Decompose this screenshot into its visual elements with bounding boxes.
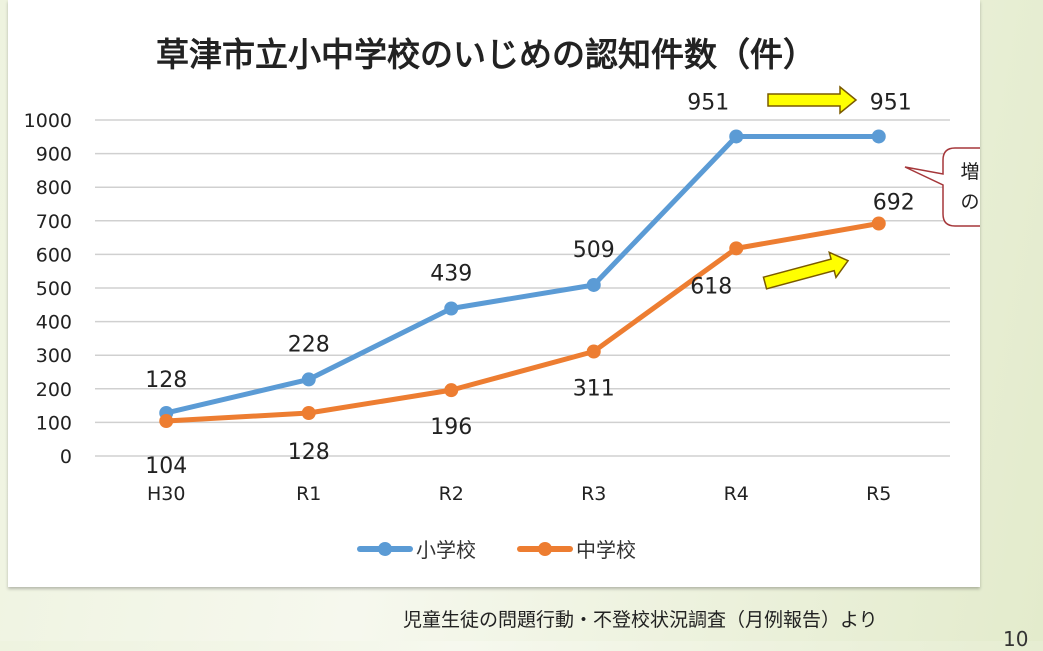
x-tick-label: H30 bbox=[147, 483, 185, 505]
y-tick-label: 700 bbox=[36, 211, 72, 233]
data-point bbox=[159, 414, 174, 429]
arrow-icon bbox=[762, 250, 850, 290]
chart-title: 草津市立小中学校のいじめの認知件数（件） bbox=[156, 35, 816, 74]
callout-bubble bbox=[904, 147, 980, 227]
data-label: 128 bbox=[145, 368, 187, 393]
data-point bbox=[871, 129, 886, 144]
data-label: 128 bbox=[288, 440, 330, 465]
y-tick-label: 600 bbox=[36, 244, 72, 266]
data-point bbox=[586, 277, 601, 292]
data-label: 509 bbox=[573, 238, 615, 263]
chart-card: 草津市立小中学校のいじめの認知件数（件） 0 100 200 300 400 500 600 7… bbox=[8, 0, 980, 587]
y-tick-label: 800 bbox=[36, 177, 72, 199]
y-tick-label: 900 bbox=[36, 144, 72, 166]
data-label: 228 bbox=[288, 332, 330, 357]
data-point bbox=[586, 344, 601, 359]
data-label: 104 bbox=[145, 454, 187, 479]
y-tick-label: 100 bbox=[36, 412, 72, 434]
source-note: 児童生徒の問題行動・不登校状況調査（月例報告）より bbox=[403, 609, 878, 631]
data-point bbox=[871, 216, 886, 231]
y-tick-label: 0 bbox=[60, 446, 72, 468]
data-label: 439 bbox=[430, 261, 472, 286]
data-label: 692 bbox=[873, 190, 915, 215]
data-label: 951 bbox=[870, 90, 912, 115]
data-label: 311 bbox=[573, 377, 615, 402]
x-tick-label: R4 bbox=[724, 483, 749, 505]
y-tick-label: 400 bbox=[36, 312, 72, 334]
callout-text: の鈍化 bbox=[960, 191, 980, 213]
legend-marker bbox=[378, 542, 392, 556]
callout-text: 増加数 bbox=[960, 161, 980, 183]
series-line-0 bbox=[165, 133, 879, 416]
page-number: 10 bbox=[1003, 627, 1029, 651]
x-tick-label: R2 bbox=[439, 483, 464, 505]
legend-label: 中学校 bbox=[576, 538, 636, 562]
data-point bbox=[729, 129, 744, 144]
y-tick-label: 500 bbox=[36, 278, 72, 300]
data-point bbox=[729, 241, 744, 256]
data-point bbox=[444, 383, 459, 398]
data-point bbox=[444, 301, 459, 316]
data-point bbox=[301, 405, 316, 420]
series-line-1 bbox=[166, 221, 880, 424]
x-tick-label: R3 bbox=[581, 483, 606, 505]
y-tick-label: 1000 bbox=[24, 110, 72, 132]
legend-marker bbox=[538, 542, 552, 556]
arrow-icon bbox=[767, 85, 858, 115]
data-label: 196 bbox=[430, 415, 472, 440]
line-chart: 草津市立小中学校のいじめの認知件数（件） 0 100 200 300 400 500 600 7… bbox=[24, 35, 980, 562]
legend-label: 小学校 bbox=[416, 538, 476, 562]
x-tick-label: R1 bbox=[296, 483, 321, 505]
x-tick-label: R5 bbox=[866, 483, 891, 505]
data-label: 951 bbox=[687, 90, 729, 115]
data-point bbox=[301, 372, 316, 387]
data-label: 618 bbox=[690, 274, 732, 299]
y-tick-label: 300 bbox=[36, 345, 72, 367]
y-tick-label: 200 bbox=[36, 379, 72, 401]
